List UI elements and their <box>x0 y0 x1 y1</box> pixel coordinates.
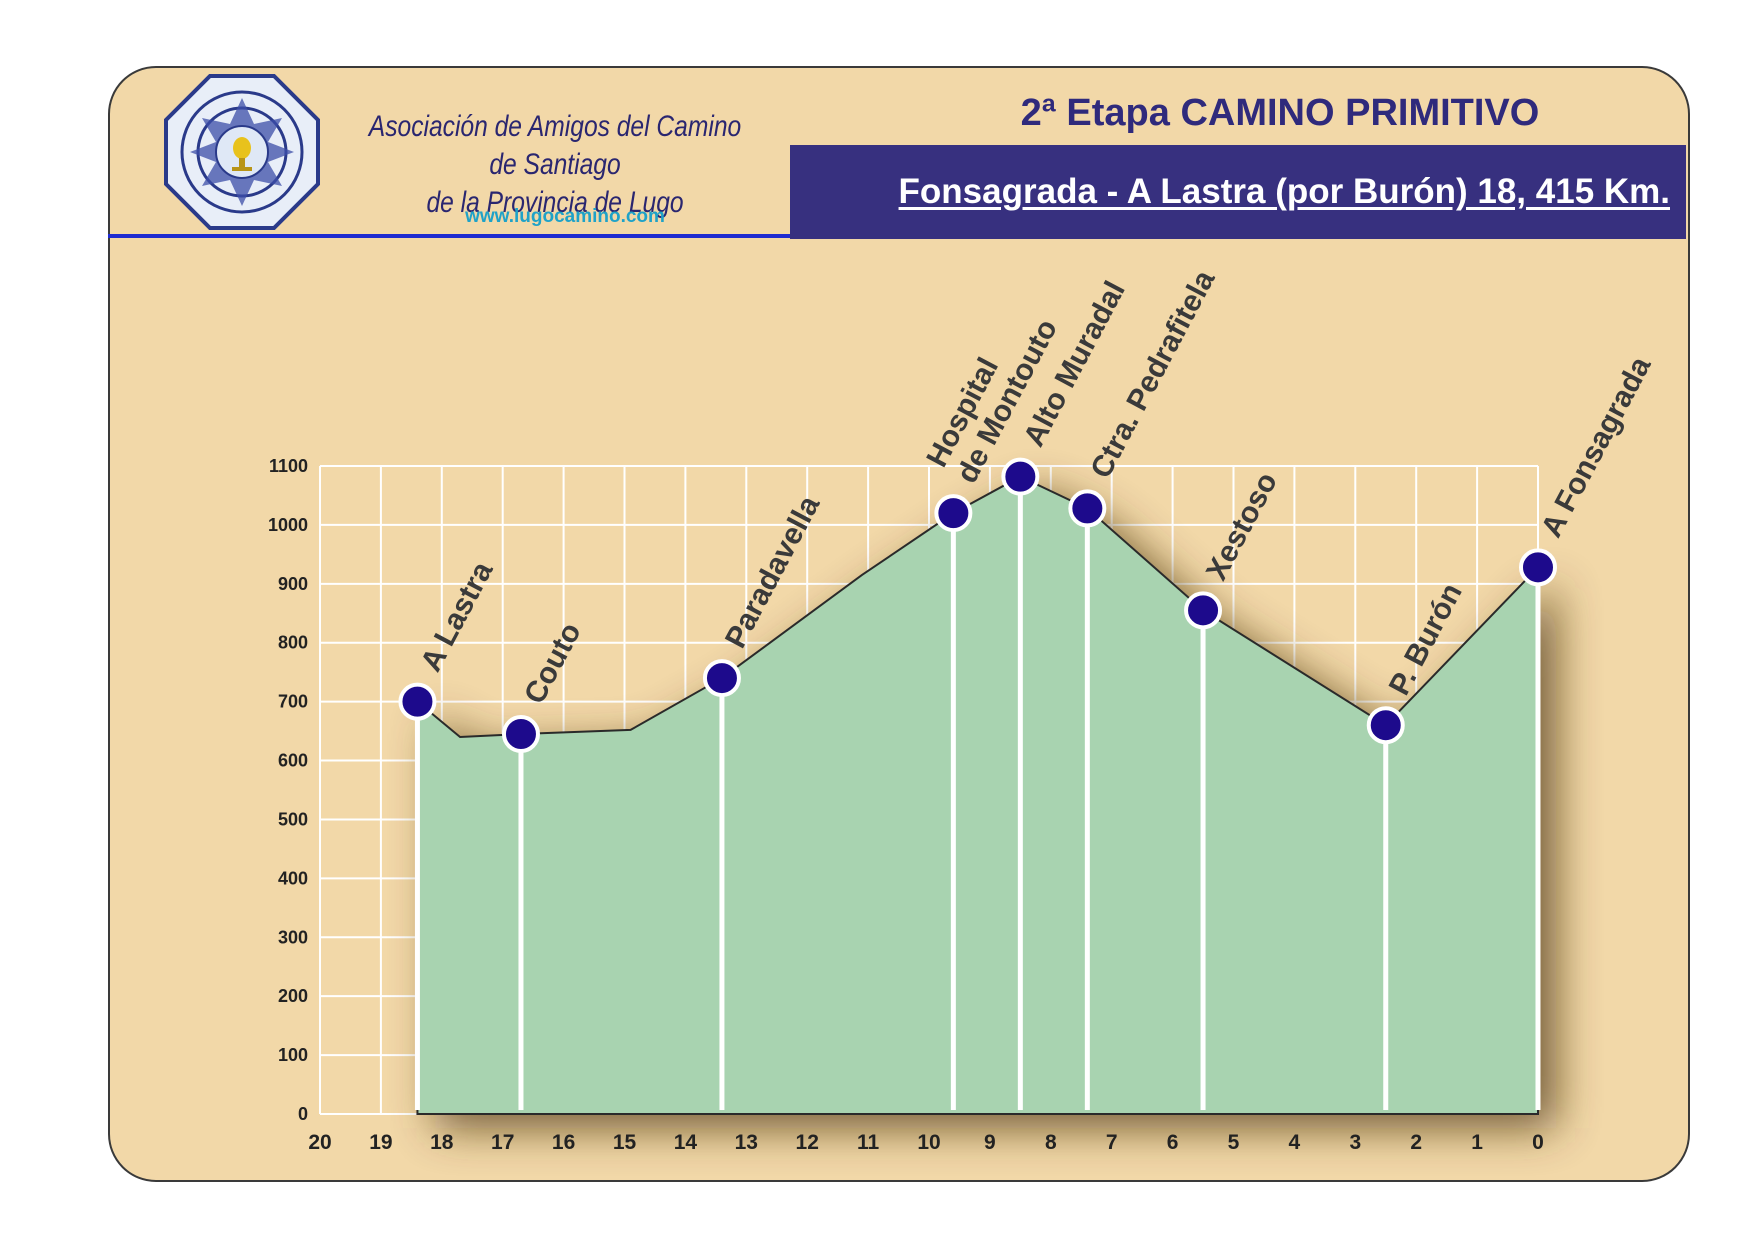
point-marker <box>1184 591 1223 630</box>
x-tick-label: 20 <box>308 1131 331 1154</box>
x-tick-label: 6 <box>1167 1131 1179 1154</box>
x-tick-label: 4 <box>1289 1131 1301 1154</box>
point-marker <box>1519 548 1557 587</box>
y-tick-label: 500 <box>278 809 308 829</box>
y-tick-label: 800 <box>278 633 308 653</box>
point-label-text: Couto <box>518 617 588 709</box>
association-line-1: Asociación de Amigos del Camino de Santi… <box>368 110 742 181</box>
point-marker <box>1366 706 1405 745</box>
y-tick-label: 200 <box>278 986 308 1006</box>
point-label: Xestoso <box>1200 467 1284 586</box>
route-title: Fonsagrada - A Lastra (por Burón) 18, 41… <box>898 172 1670 211</box>
profile-area <box>416 475 1539 1115</box>
y-tick-label: 900 <box>278 574 308 594</box>
point-marker <box>1068 489 1107 528</box>
y-tick-label: 1100 <box>269 456 308 476</box>
point-label-text: Xestoso <box>1200 467 1284 586</box>
x-axis-ticks: 20 19 18 17 16 15 14 13 12 11 10 9 8 7 6 5 4 3 2 1 0 <box>308 1131 1544 1154</box>
y-tick-label: 100 <box>278 1045 308 1065</box>
association-line-2: de la Provincia de Lugo <box>426 186 684 219</box>
x-tick-label: 17 <box>491 1131 514 1154</box>
x-tick-label: 16 <box>552 1131 575 1154</box>
profile-area-shape <box>416 475 1539 1115</box>
point-marker <box>1001 457 1040 496</box>
y-tick-label: 1000 <box>268 515 308 535</box>
website-link[interactable]: www.lugocamino.com <box>465 206 665 227</box>
x-tick-label: 12 <box>796 1131 819 1154</box>
x-tick-label: 2 <box>1410 1131 1422 1154</box>
y-axis-ticks: 0 100 200 300 400 500 600 700 800 900 1000 1100 <box>268 456 308 1124</box>
x-tick-label: 13 <box>735 1131 758 1154</box>
x-tick-label: 19 <box>369 1131 392 1154</box>
point-label-text: A Fonsagrada <box>1535 351 1658 542</box>
point-marker <box>702 659 741 698</box>
y-tick-label: 0 <box>298 1104 308 1124</box>
x-tick-label: 0 <box>1532 1131 1544 1154</box>
x-tick-label: 15 <box>613 1131 637 1154</box>
stage-title: 2ª Etapa CAMINO PRIMITIVO <box>1020 92 1540 134</box>
x-tick-label: 3 <box>1349 1131 1361 1154</box>
y-tick-label: 700 <box>278 692 308 712</box>
x-tick-label: 7 <box>1106 1131 1118 1154</box>
header-divider <box>108 234 798 238</box>
point-stems <box>414 476 1541 1110</box>
x-tick-label: 8 <box>1045 1131 1057 1154</box>
point-label-text: A Lastra <box>414 556 499 677</box>
x-tick-label: 14 <box>674 1131 698 1154</box>
x-tick-label: 11 <box>857 1131 880 1154</box>
point-marker <box>934 494 973 533</box>
y-tick-label: 600 <box>278 751 308 771</box>
x-tick-label: 1 <box>1471 1131 1483 1154</box>
x-tick-label: 10 <box>917 1131 940 1154</box>
x-tick-label: 9 <box>984 1131 996 1154</box>
x-tick-label: 5 <box>1228 1131 1240 1154</box>
point-label: Couto <box>518 617 588 709</box>
y-tick-label: 400 <box>278 868 308 888</box>
point-markers <box>398 457 1557 754</box>
point-label: A Fonsagrada <box>1535 351 1658 542</box>
point-marker <box>398 682 437 721</box>
point-label: A Lastra <box>414 556 499 677</box>
y-tick-label: 300 <box>278 927 308 947</box>
route-banner: Fonsagrada - A Lastra (por Burón) 18, 41… <box>790 145 1686 239</box>
association-name: Asociación de Amigos del Camino de Santi… <box>362 108 747 222</box>
association-logo-icon <box>164 74 320 230</box>
x-tick-label: 18 <box>430 1131 454 1154</box>
point-marker <box>501 715 540 754</box>
